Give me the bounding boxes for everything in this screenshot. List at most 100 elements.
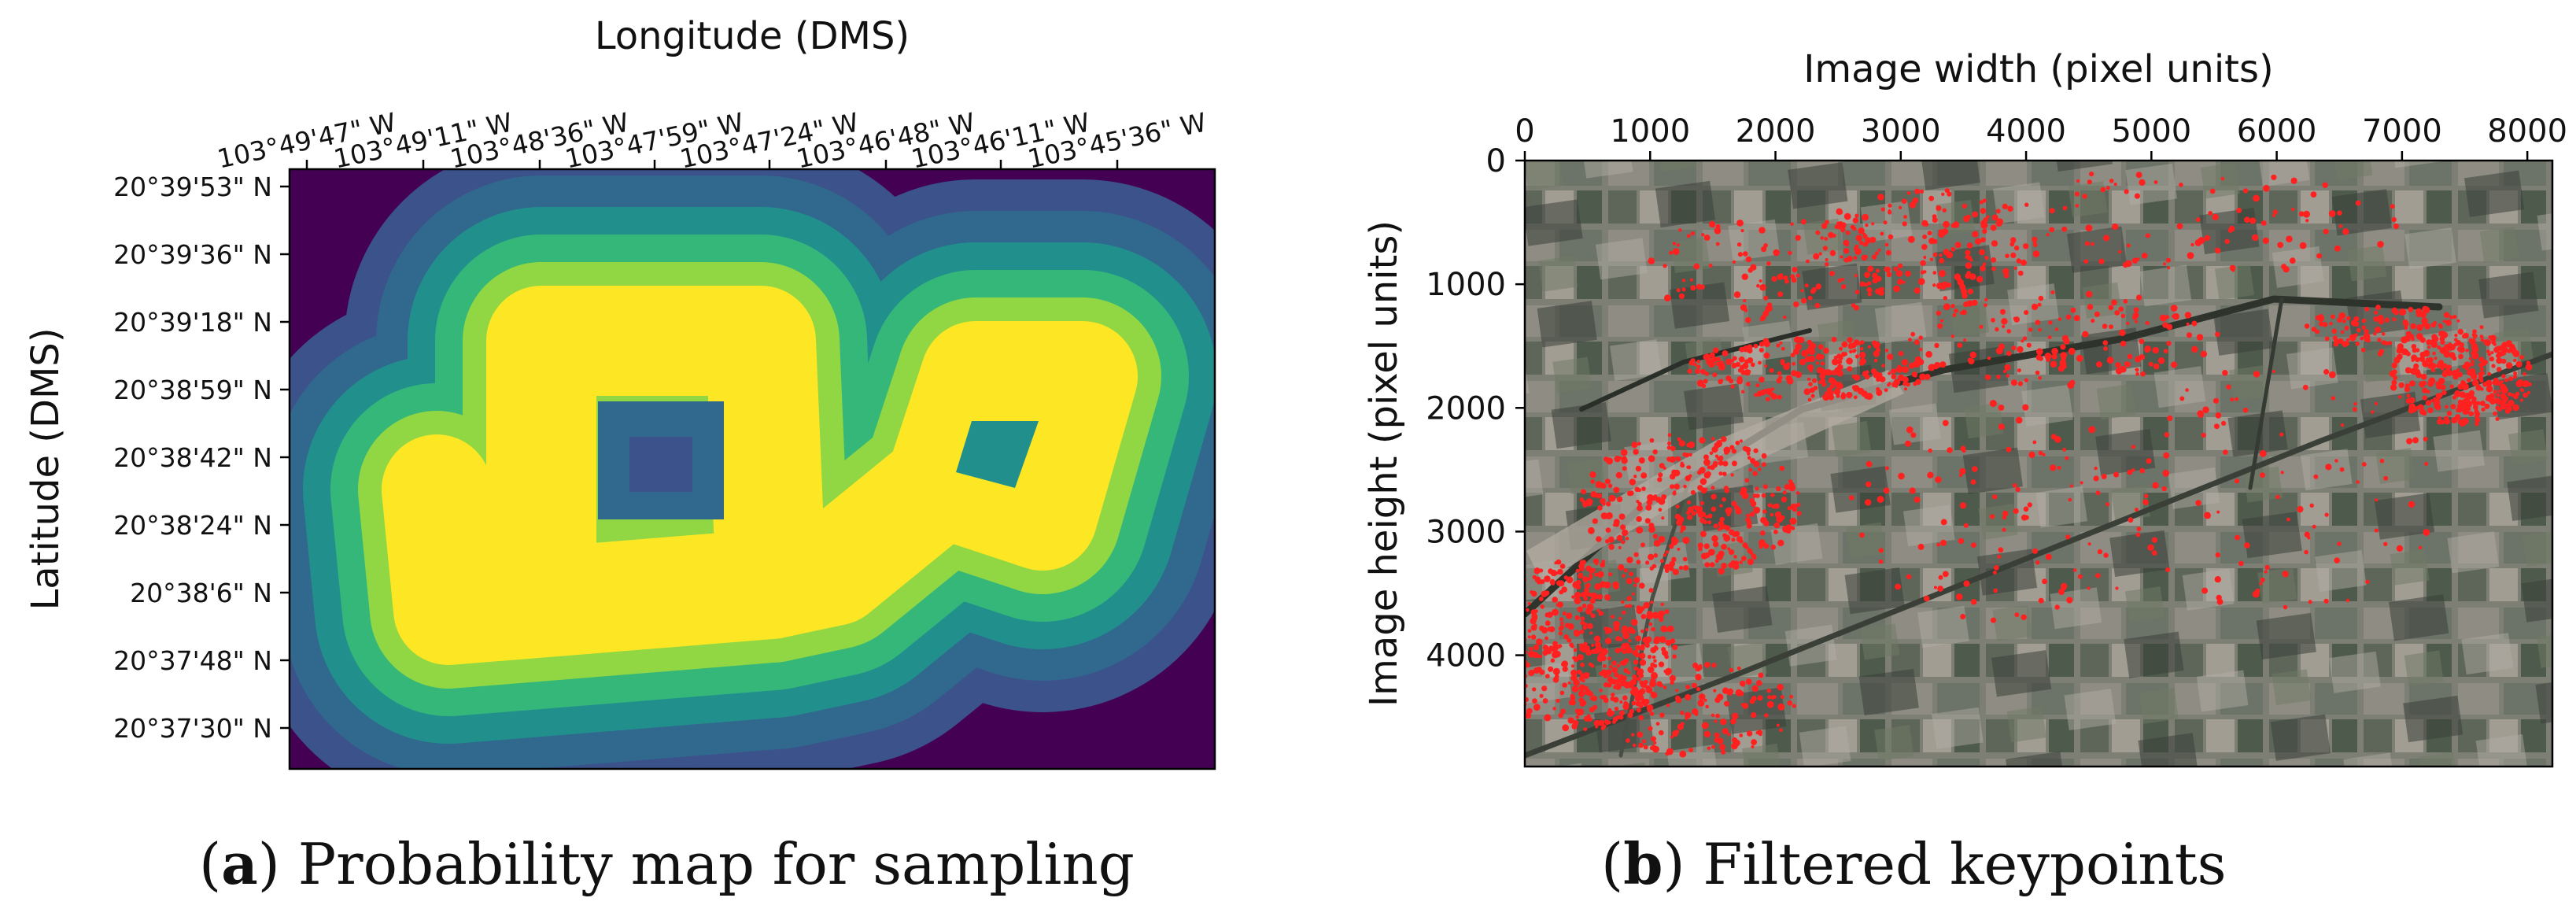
keypoint [1640, 542, 1645, 548]
keypoint [2304, 531, 2310, 538]
keypoint [1508, 691, 1515, 697]
keypoint [2290, 177, 2297, 184]
keypoint [2113, 183, 2117, 187]
keypoint [1875, 268, 1880, 273]
keypoint [2393, 223, 2399, 230]
keypoint [1667, 433, 1672, 438]
keypoint [1907, 235, 1915, 243]
keypoint [1947, 191, 1952, 197]
keypoint [2456, 368, 2460, 372]
keypoint [1818, 344, 1824, 350]
keypoint [1781, 346, 1785, 351]
keypoint [1738, 690, 1744, 696]
keypoint [1713, 460, 1718, 467]
keypoint [1788, 484, 1796, 492]
keypoint [1705, 704, 1709, 709]
keypoint [1738, 356, 1745, 363]
keypoint [1583, 641, 1588, 647]
keypoint [2054, 327, 2059, 331]
keypoint [1976, 275, 1984, 283]
keypoint [1674, 513, 1681, 520]
keypoint [1615, 471, 1622, 478]
keypoint [1750, 458, 1756, 464]
keypoint [1603, 697, 1609, 704]
keypoint [1871, 368, 1877, 375]
keypoint [1761, 493, 1766, 498]
keypoint [1942, 571, 1949, 578]
keypoint [2024, 378, 2028, 382]
keypoint [1528, 670, 1535, 676]
keypoint [2334, 459, 2338, 463]
keypoint [2235, 397, 2239, 401]
keypoint [2408, 407, 2415, 414]
keypoint [1589, 631, 1593, 635]
keypoint [1665, 752, 1670, 756]
keypoint [1847, 366, 1853, 372]
keypoint [1561, 662, 1566, 667]
keypoint [1512, 689, 1516, 693]
keypoint [1626, 596, 1632, 601]
keypoint [1747, 369, 1751, 374]
keypoint [1616, 663, 1621, 668]
keypoint [1647, 654, 1652, 660]
keypoint [1679, 750, 1687, 758]
keypoint [2044, 353, 2052, 360]
keypoint [1639, 652, 1646, 660]
keypoint [1719, 504, 1723, 508]
keypoint [2345, 598, 2350, 603]
keypoint [1711, 744, 1715, 749]
keypoint [2109, 324, 2113, 330]
keypoint [2353, 407, 2357, 412]
keypoint [1614, 706, 1619, 711]
keypoint [1751, 362, 1755, 368]
keypoint [2082, 194, 2087, 199]
keypoint [2427, 362, 2434, 369]
keypoint [1762, 509, 1767, 514]
keypoint [2201, 587, 2209, 594]
keypoint [1723, 700, 1730, 707]
keypoint [2449, 384, 2454, 389]
keypoint [1571, 595, 1575, 599]
keypoint [1519, 621, 1522, 625]
keypoint [1721, 563, 1727, 569]
keypoint [2275, 494, 2280, 500]
keypoint [2163, 452, 2170, 459]
keypoint [1722, 350, 1729, 357]
keypoint [2331, 314, 2335, 320]
heatmap-hole-left-core [629, 437, 692, 492]
keypoint [1607, 460, 1612, 465]
keypoint [2375, 305, 2381, 310]
keypoint [1559, 690, 1565, 696]
keypoint [2526, 390, 2530, 394]
keypoint [1657, 477, 1663, 482]
keypoint [1820, 236, 1824, 240]
keypoint [1636, 515, 1642, 523]
keypoint [2355, 342, 2360, 346]
keypoint [1688, 748, 1694, 752]
keypoint [2021, 614, 2027, 620]
keypoint [1794, 336, 1801, 344]
keypoint [2374, 528, 2379, 533]
keypoint [1818, 380, 1822, 384]
caption-b-label: b [1623, 830, 1663, 897]
keypoint [1690, 231, 1695, 236]
keypoint [1999, 309, 2006, 315]
keypoint [2479, 371, 2485, 376]
keypoint [2204, 235, 2211, 242]
keypoint [1651, 736, 1656, 742]
keypoint [1792, 348, 1800, 355]
keypoint [1937, 323, 1943, 329]
keypoint [1581, 603, 1587, 608]
keypoint [1796, 511, 1802, 516]
keypoint [2162, 470, 2170, 477]
keypoint [1567, 717, 1574, 724]
keypoint [1659, 636, 1666, 643]
keypoint [1788, 250, 1792, 256]
keypoint [2035, 354, 2043, 361]
keypoint [1728, 562, 1734, 568]
keypoint [1614, 672, 1619, 678]
keypoint [2035, 348, 2043, 356]
keypoint [2404, 386, 2411, 393]
keypoint [1508, 660, 1515, 667]
keypoint [1577, 669, 1582, 674]
